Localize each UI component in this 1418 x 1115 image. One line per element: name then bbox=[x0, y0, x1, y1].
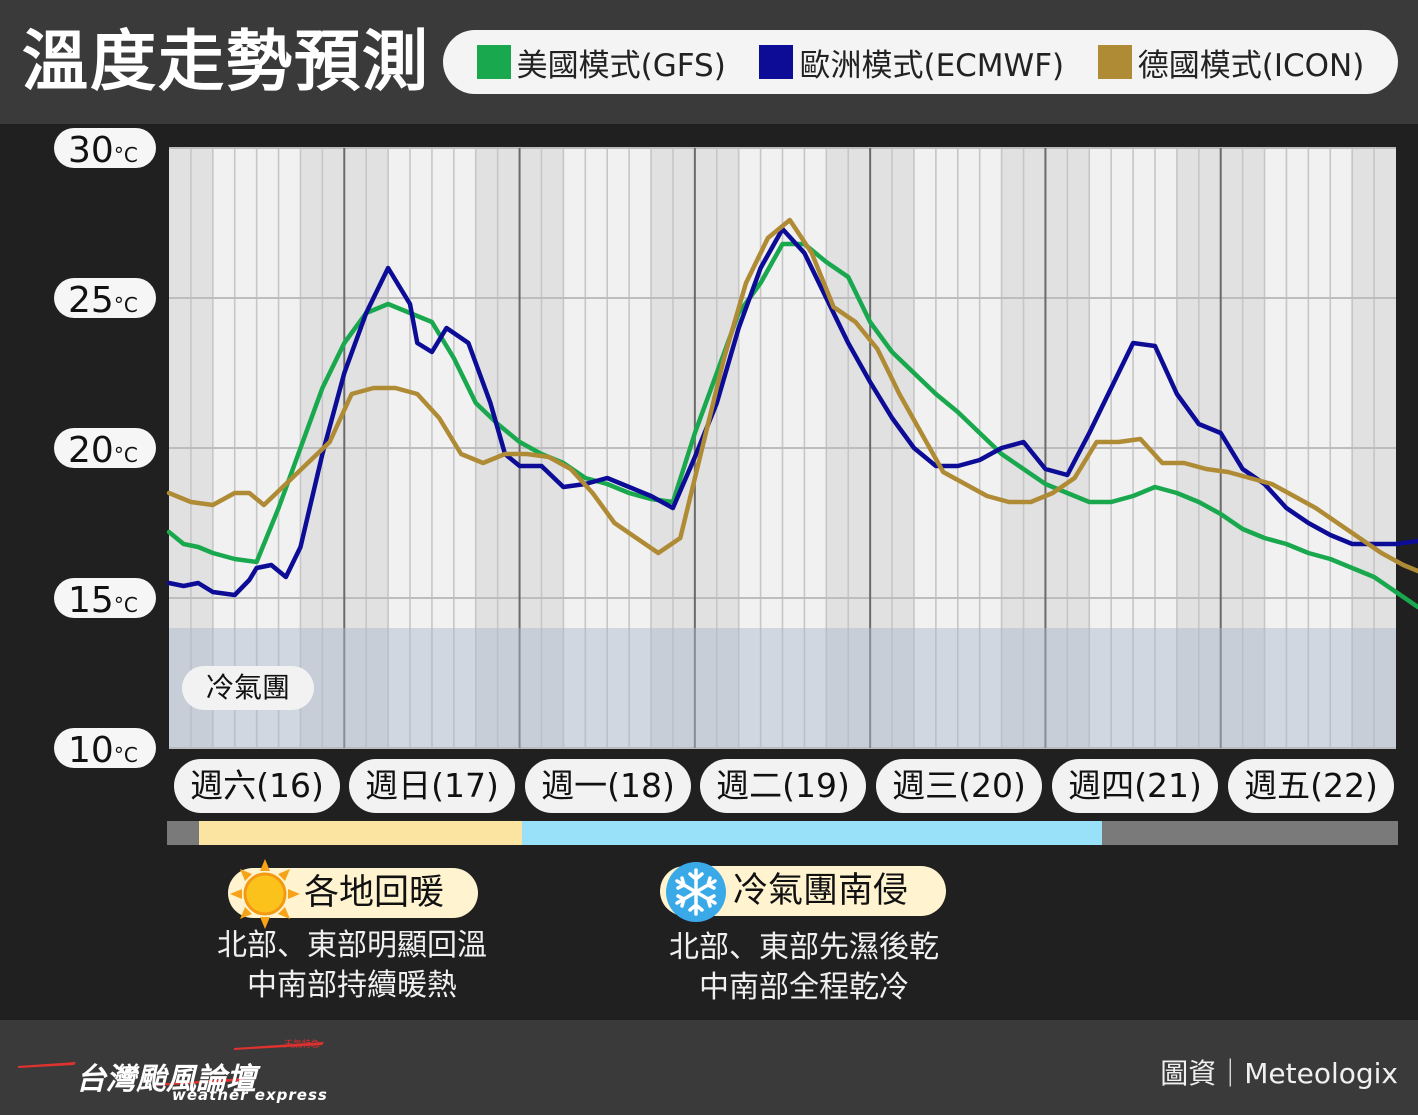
legend-label-ecmwf: 歐洲模式(ECMWF) bbox=[799, 47, 1065, 84]
footer-logo: 台灣颱風論壇 bbox=[76, 1062, 256, 1097]
series-line-gfs bbox=[166, 241, 1418, 610]
footer-bar bbox=[0, 1020, 1418, 1115]
day-label-tue: 週二(19) bbox=[700, 759, 866, 813]
phase-label-cold: 冷氣團南侵 bbox=[733, 871, 909, 911]
sun-icon bbox=[230, 859, 300, 929]
cold-zone-label: 冷氣團 bbox=[182, 666, 314, 710]
footer-logo-tag: 天氣特急 bbox=[284, 1040, 321, 1050]
footer-logo-sub: weather express bbox=[172, 1086, 328, 1104]
y-tick-unit: °C bbox=[114, 293, 138, 317]
series-line-icon bbox=[166, 217, 1418, 574]
y-tick-unit: °C bbox=[114, 143, 138, 167]
legend-label-icon: 德國模式(ICON) bbox=[1137, 47, 1365, 84]
legend-item-icon: 德國模式(ICON) bbox=[1097, 40, 1365, 85]
y-tick-pill bbox=[54, 128, 156, 168]
y-tick-pill bbox=[54, 728, 156, 768]
y-tick-unit: °C bbox=[114, 743, 138, 767]
y-tick-pill bbox=[54, 578, 156, 618]
phase-bar-warming bbox=[199, 821, 522, 845]
page-title: 溫度走勢預測 bbox=[22, 23, 430, 100]
footer-credit: 圖資｜Meteologix bbox=[1160, 1057, 1398, 1090]
day-label-thu: 週四(21) bbox=[1052, 759, 1218, 813]
legend-swatch-ecmwf bbox=[759, 45, 794, 79]
snowflake-icon bbox=[666, 862, 726, 922]
cold-zone-label-text: 冷氣團 bbox=[205, 671, 290, 704]
y-tick-label: 20°C bbox=[68, 430, 138, 471]
phase-note-cold-line1: 北部、東部先濕後乾 bbox=[669, 930, 939, 965]
phase-note-warming-line1: 北部、東部明顯回溫 bbox=[217, 928, 487, 963]
phase-note-warming-line2: 中南部持續暖熱 bbox=[247, 968, 457, 1003]
series-line-ecmwf bbox=[166, 226, 1418, 598]
day-label-sun: 週日(17) bbox=[349, 759, 515, 813]
logo-swoosh-icon bbox=[18, 1042, 324, 1086]
y-tick-unit: °C bbox=[114, 443, 138, 467]
day-label-sat: 週六(16) bbox=[174, 759, 340, 813]
legend-swatch-icon bbox=[1097, 45, 1132, 79]
chart-legend: 美國模式(GFS) 歐洲模式(ECMWF) 德國模式(ICON) bbox=[443, 30, 1398, 94]
legend-swatch-gfs bbox=[476, 45, 511, 79]
legend-item-gfs: 美國模式(GFS) bbox=[476, 40, 726, 85]
y-tick-pill bbox=[54, 278, 156, 318]
legend-item-ecmwf: 歐洲模式(ECMWF) bbox=[759, 40, 1064, 85]
header-bar: 溫度走勢預測 美國模式(GFS) 歐洲模式(ECMWF) 德國模式(ICON) bbox=[0, 0, 1418, 124]
day-label-mon: 週一(18) bbox=[525, 759, 691, 813]
legend-label-gfs: 美國模式(GFS) bbox=[516, 47, 726, 84]
y-tick-label: 15°C bbox=[68, 580, 138, 621]
day-label-wed: 週三(20) bbox=[876, 759, 1042, 813]
phase-bar-cold bbox=[522, 821, 1102, 845]
phase-label-warming: 各地回暖 bbox=[304, 873, 445, 913]
day-label-fri: 週五(22) bbox=[1228, 759, 1394, 813]
y-tick-unit: °C bbox=[114, 593, 138, 617]
phase-note-cold-line2: 中南部全程乾冷 bbox=[699, 970, 909, 1005]
cold-zone-area bbox=[169, 628, 1396, 748]
y-tick-pill bbox=[54, 428, 156, 468]
